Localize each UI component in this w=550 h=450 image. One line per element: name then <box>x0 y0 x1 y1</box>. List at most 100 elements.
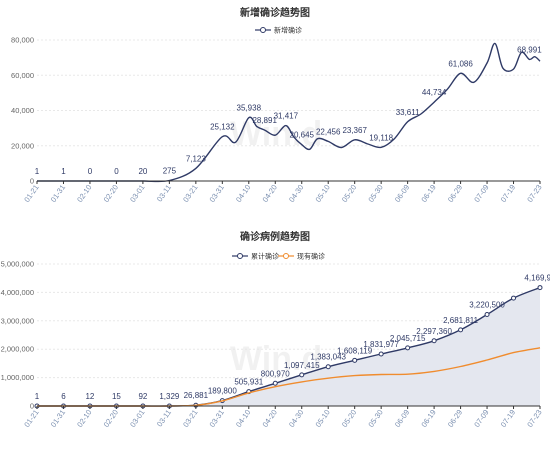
data-label: 1 <box>35 392 40 401</box>
chart2-watermark: Win.d <box>230 340 322 378</box>
chart2-title: 确诊病例趋势图 <box>240 230 310 243</box>
data-point[interactable] <box>405 345 411 351</box>
data-label: 0 <box>114 167 119 176</box>
x-tick-label: 05-30 <box>366 408 384 429</box>
data-label: 1 <box>61 167 66 176</box>
data-label: 4,169,99 <box>524 274 550 283</box>
data-label: 12 <box>85 392 94 401</box>
x-tick-label: 03-01 <box>128 408 146 429</box>
chart1-legend[interactable]: 新增确诊 <box>255 26 302 35</box>
x-tick-label: 03-31 <box>208 408 226 429</box>
x-tick-label: 06-29 <box>446 183 464 204</box>
chart2-legend-current[interactable]: 现有确诊 <box>278 252 325 261</box>
x-tick-label: 06-19 <box>419 408 437 429</box>
data-label: 2,681,811 <box>443 316 479 325</box>
x-tick-label: 01-21 <box>22 183 40 204</box>
data-label: 25,132 <box>210 123 235 132</box>
data-point[interactable] <box>458 327 464 333</box>
x-tick-label: 07-23 <box>525 408 543 429</box>
data-label: 68,991 <box>517 45 542 54</box>
data-label: 0 <box>88 167 93 176</box>
x-tick-label: 03-11 <box>155 408 173 428</box>
x-tick-label: 01-31 <box>49 183 67 204</box>
x-tick-label: 06-09 <box>393 408 411 429</box>
data-point[interactable] <box>352 357 358 363</box>
chart1-title: 新增确诊趋势图 <box>240 6 310 19</box>
x-tick-label: 03-11 <box>155 183 173 203</box>
data-label: 92 <box>138 392 147 401</box>
x-tick-label: 03-01 <box>128 183 146 204</box>
data-label: 1,608,119 <box>337 346 373 355</box>
x-tick-label: 07-09 <box>472 408 490 429</box>
x-tick-label: 05-10 <box>313 408 331 429</box>
x-tick-label: 03-31 <box>208 183 226 204</box>
y-tick-label: 40,000 <box>11 106 34 115</box>
series-area-0 <box>37 287 540 407</box>
x-tick-label: 06-09 <box>393 183 411 204</box>
chart2-legend-cumulative[interactable]: 累计确诊 <box>232 252 279 261</box>
data-label: 26,881 <box>184 391 209 400</box>
x-tick-label: 06-29 <box>446 408 464 429</box>
data-label: 6 <box>61 392 66 401</box>
x-tick-label: 04-30 <box>287 183 305 204</box>
data-point[interactable] <box>325 364 331 370</box>
x-tick-label: 04-10 <box>234 408 252 429</box>
data-label: 3,220,500 <box>469 301 505 310</box>
data-point[interactable] <box>378 351 384 357</box>
y-tick-label: 0 <box>30 177 34 186</box>
chart1-legend-label: 新增确诊 <box>274 26 302 35</box>
x-tick-label: 04-20 <box>261 408 279 429</box>
y-tick-label: 5,000,000 <box>1 260 34 269</box>
x-tick-label: 07-09 <box>472 183 490 204</box>
data-point[interactable] <box>431 338 437 344</box>
x-tick-label: 04-30 <box>287 408 305 429</box>
x-tick-label: 01-31 <box>49 408 67 429</box>
data-label: 1,383,043 <box>310 353 346 362</box>
data-label: 44,734 <box>422 88 447 97</box>
data-point[interactable] <box>537 285 543 291</box>
data-label: 20 <box>138 167 147 176</box>
y-tick-label: 20,000 <box>11 141 34 150</box>
y-tick-label: 3,000,000 <box>1 316 34 325</box>
x-tick-label: 01-21 <box>22 408 40 429</box>
data-label: 31,417 <box>274 112 299 121</box>
data-label: 61,086 <box>448 59 473 68</box>
x-tick-label: 07-19 <box>499 408 517 429</box>
x-tick-label: 04-10 <box>234 183 252 204</box>
data-label: 28,891 <box>252 116 277 125</box>
data-label: 1,831,977 <box>363 340 399 349</box>
legend-marker-icon <box>260 27 266 33</box>
y-tick-label: 0 <box>30 402 34 411</box>
data-label: 275 <box>163 167 177 176</box>
data-label: 1 <box>35 167 40 176</box>
x-tick-label: 07-23 <box>525 183 543 204</box>
data-label: 7,123 <box>186 154 207 163</box>
data-label: 23,367 <box>342 126 367 135</box>
data-label: 22,456 <box>316 127 341 136</box>
data-label: 2,045,715 <box>390 334 426 343</box>
y-tick-label: 1,000,000 <box>1 373 34 382</box>
data-point[interactable] <box>272 380 278 386</box>
data-label: 1,097,415 <box>284 361 320 370</box>
data-label: 800,970 <box>261 369 290 378</box>
x-tick-label: 05-20 <box>340 408 358 429</box>
data-point[interactable] <box>299 372 305 378</box>
data-label: 33,611 <box>396 108 420 117</box>
data-label: 2,297,360 <box>416 327 452 336</box>
x-tick-label: 05-30 <box>366 183 384 204</box>
legend-marker-icon <box>283 253 289 259</box>
data-point[interactable] <box>511 295 517 301</box>
y-tick-label: 60,000 <box>11 71 34 80</box>
x-tick-label: 02-10 <box>75 408 93 429</box>
data-point[interactable] <box>484 312 490 318</box>
x-tick-label: 07-19 <box>499 183 517 204</box>
y-tick-label: 80,000 <box>11 36 34 45</box>
chart2-legend-label-cumulative: 累计确诊 <box>251 252 279 261</box>
chart2-legend-label-current: 现有确诊 <box>297 252 325 261</box>
data-label: 15 <box>112 392 121 401</box>
x-tick-label: 04-20 <box>261 183 279 204</box>
data-label: 189,800 <box>208 387 237 396</box>
x-tick-label: 05-20 <box>340 183 358 204</box>
x-tick-label: 02-20 <box>102 183 120 204</box>
